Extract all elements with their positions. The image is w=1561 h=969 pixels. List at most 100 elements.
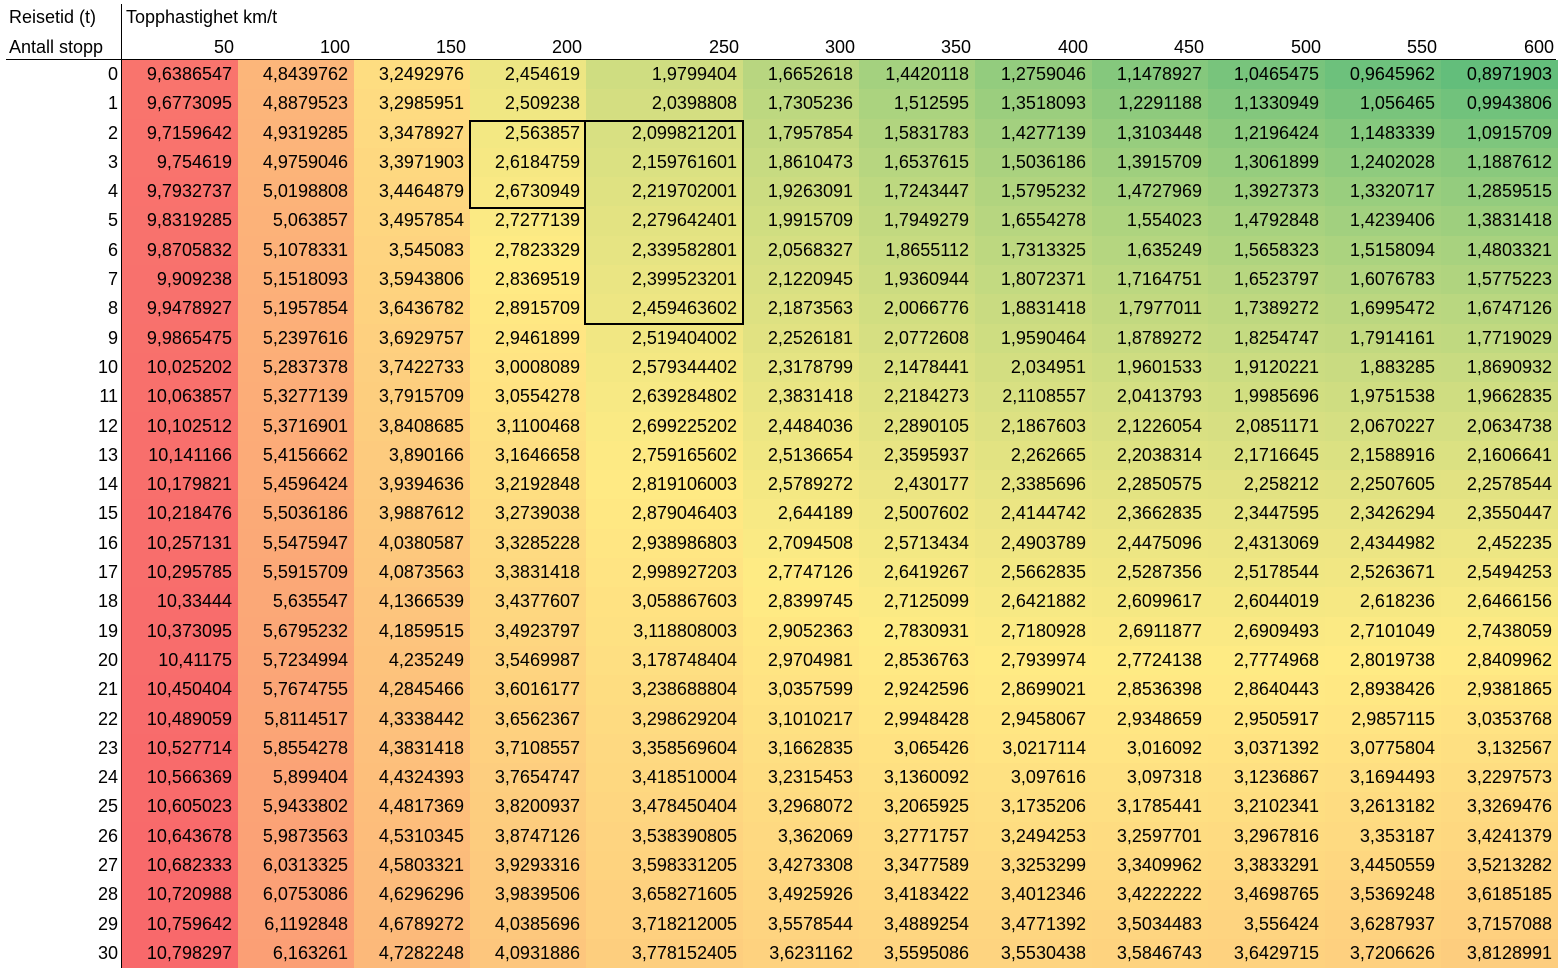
table-cell: 3,2968072 — [743, 792, 859, 822]
table-cell: 3,0008089 — [470, 352, 586, 383]
table-cell: 4,3831418 — [354, 733, 470, 764]
table-cell: 3,538390805 — [586, 821, 743, 852]
table-cell: 3,7422733 — [354, 352, 470, 383]
table-cell: 2,6184759 — [470, 147, 586, 178]
table-cell: 2,6419267 — [859, 558, 975, 588]
table-cell: 2,563857 — [470, 118, 586, 148]
table-cell: 3,2102341 — [1208, 792, 1325, 822]
table-cell: 1,1478927 — [1092, 60, 1208, 90]
table-cell: 2,8536398 — [1092, 675, 1208, 705]
table-cell: 1,2402028 — [1325, 147, 1441, 178]
row-header-stops: 8 — [0, 294, 122, 324]
table-cell: 5,063857 — [238, 206, 354, 236]
table-cell: 5,2397616 — [238, 323, 354, 353]
row-header-stops: 14 — [0, 470, 122, 500]
table-cell: 10,102512 — [122, 411, 238, 441]
table-cell: 2,258212 — [1208, 470, 1325, 500]
table-cell: 2,9948428 — [859, 704, 975, 734]
table-cell: 2,1606641 — [1441, 440, 1558, 471]
table-cell: 1,9799404 — [586, 60, 743, 90]
table-cell: 10,720988 — [122, 880, 238, 910]
table-cell: 5,7234994 — [238, 645, 354, 676]
table-cell: 2,1716645 — [1208, 440, 1325, 471]
table-cell: 2,099821201 — [586, 118, 743, 148]
table-cell: 3,9394636 — [354, 470, 470, 500]
table-cell: 10,063857 — [122, 382, 238, 412]
table-cell: 10,41175 — [122, 645, 238, 676]
table-cell: 5,0198808 — [238, 177, 354, 207]
table-cell: 1,3061899 — [1208, 147, 1325, 178]
table-cell: 4,4324393 — [354, 763, 470, 793]
table-cell: 4,5310345 — [354, 821, 470, 852]
table-cell: 1,4727969 — [1092, 177, 1208, 207]
table-cell: 1,3518093 — [975, 89, 1092, 119]
table-cell: 3,1236867 — [1208, 763, 1325, 793]
table-cell: 2,5494253 — [1441, 558, 1558, 588]
table-cell: 3,2985951 — [354, 89, 470, 119]
row-header-stops: 30 — [0, 938, 122, 969]
table-cell: 2,8019738 — [1325, 645, 1441, 676]
table-cell: 2,6730949 — [470, 177, 586, 207]
table-cell: 3,097616 — [975, 763, 1092, 793]
table-cell: 2,2184273 — [859, 382, 975, 412]
table-cell: 4,0385696 — [470, 909, 586, 939]
table-cell: 2,618236 — [1325, 587, 1441, 617]
table-cell: 10,798297 — [122, 938, 238, 969]
table-cell: 3,4183422 — [859, 880, 975, 910]
row-header-stops: 25 — [0, 792, 122, 823]
table-cell: 0,9645962 — [1325, 60, 1441, 90]
row-header-stops: 3 — [0, 147, 122, 178]
table-cell: 3,4923797 — [470, 616, 586, 646]
table-cell: 3,718212005 — [586, 909, 743, 939]
table-cell: 2,9348659 — [1092, 704, 1208, 734]
table-cell: 2,938986803 — [586, 528, 743, 559]
table-cell: 2,430177 — [859, 470, 975, 500]
table-cell: 10,759642 — [122, 909, 238, 939]
table-cell: 3,1646658 — [470, 440, 586, 471]
table-cell: 4,6296296 — [354, 880, 470, 910]
table-cell: 2,7774968 — [1208, 645, 1325, 676]
table-cell: 1,7957854 — [743, 118, 859, 148]
table-cell: 1,3103448 — [1092, 118, 1208, 148]
table-cell: 3,4957854 — [354, 206, 470, 236]
table-cell: 3,5846743 — [1092, 938, 1208, 969]
table-cell: 1,6652618 — [743, 60, 859, 90]
table-cell: 5,1518093 — [238, 265, 354, 295]
table-cell: 3,3285228 — [470, 528, 586, 559]
table-cell: 2,0772608 — [859, 323, 975, 353]
table-cell: 2,9505917 — [1208, 704, 1325, 734]
speed-header-350: 350 — [940, 37, 971, 57]
table-cell: 1,9120221 — [1208, 352, 1325, 383]
table-cell: 3,3253299 — [975, 851, 1092, 881]
table-cell: 3,3831418 — [470, 558, 586, 588]
table-cell: 2,1478441 — [859, 352, 975, 383]
table-cell: 6,0313325 — [238, 851, 354, 881]
table-cell: 2,4484036 — [743, 411, 859, 441]
table-cell: 3,4273308 — [743, 851, 859, 881]
table-cell: 1,7313325 — [975, 235, 1092, 266]
row-header-stops: 4 — [0, 177, 122, 207]
table-cell: 6,0753086 — [238, 880, 354, 910]
table-cell: 3,0353768 — [1441, 704, 1558, 734]
table-cell: 1,1887612 — [1441, 147, 1558, 178]
table-cell: 1,8789272 — [1092, 323, 1208, 353]
table-cell: 3,2297573 — [1441, 763, 1558, 793]
table-cell: 3,358569604 — [586, 733, 743, 764]
speed-header-200: 200 — [551, 37, 582, 57]
table-cell: 2,454619 — [470, 60, 586, 90]
table-cell: 2,6044019 — [1208, 587, 1325, 617]
table-cell: 2,2038314 — [1092, 440, 1208, 471]
table-cell: 9,909238 — [122, 265, 238, 295]
travel-time-label: Reisetid (t) — [9, 7, 97, 27]
table-cell: 2,8369519 — [470, 265, 586, 295]
table-cell: 3,3971903 — [354, 147, 470, 178]
table-cell: 5,5036186 — [238, 499, 354, 529]
table-cell: 4,0873563 — [354, 558, 470, 588]
table-cell: 1,4239406 — [1325, 206, 1441, 236]
table-cell: 1,9751538 — [1325, 382, 1441, 412]
table-cell: 2,034951 — [975, 352, 1092, 383]
table-cell: 1,9590464 — [975, 323, 1092, 353]
table-cell: 5,635547 — [238, 587, 354, 617]
top-speed-title: Topphastighet km/t — [126, 7, 278, 27]
row-header-stops: 7 — [0, 265, 122, 295]
